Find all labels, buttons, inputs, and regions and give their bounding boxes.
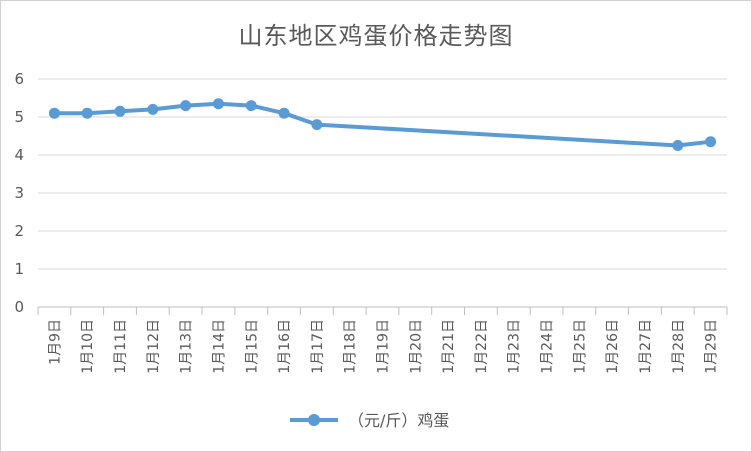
x-tick-label: 1月18日	[343, 319, 359, 374]
x-tick-label: 1月20日	[408, 319, 424, 374]
y-tick-label: 4	[14, 146, 24, 164]
x-tick-label: 1月28日	[671, 319, 687, 374]
x-tick-label: 1月29日	[704, 319, 720, 374]
data-point	[48, 107, 60, 119]
data-point	[114, 105, 126, 117]
legend-marker	[308, 414, 320, 426]
data-point	[147, 103, 159, 115]
y-tick-label: 1	[14, 260, 24, 278]
data-point	[311, 119, 323, 131]
x-tick-label: 1月11日	[113, 319, 129, 374]
series-layer	[48, 98, 717, 151]
data-point	[705, 136, 717, 148]
y-tick-label: 6	[14, 70, 24, 88]
x-tick-label: 1月27日	[638, 319, 654, 374]
x-tick-label: 1月17日	[310, 319, 326, 374]
data-point	[81, 107, 93, 119]
x-tick-label: 1月15日	[244, 319, 260, 374]
x-tick-label: 1月26日	[605, 319, 621, 374]
legend: （元/斤）鸡蛋	[290, 411, 449, 430]
x-tick-label: 1月24日	[540, 319, 556, 374]
data-point	[180, 100, 192, 112]
legend-label: （元/斤）鸡蛋	[348, 411, 449, 430]
data-point	[278, 107, 290, 119]
y-tick-label: 3	[14, 184, 24, 202]
y-tick-label: 2	[14, 222, 24, 240]
x-tick-label: 1月25日	[572, 319, 588, 374]
x-tick-label: 1月19日	[376, 319, 392, 374]
x-tick-label: 1月22日	[474, 319, 490, 374]
x-tick-label: 1月9日	[47, 319, 63, 365]
y-tick-labels: 0 1 2 3 4 5 6	[14, 70, 24, 316]
x-tick-labels: 1月9日 1月10日 1月11日 1月12日 1月13日 1月14日 1月15日 1月16日 1…	[47, 319, 719, 374]
x-tick-label: 1月10日	[80, 319, 96, 374]
x-tick-label: 1月21日	[441, 319, 457, 374]
y-tick-label: 5	[14, 108, 24, 126]
data-point	[672, 140, 684, 151]
y-tick-label: 0	[14, 298, 24, 316]
x-tick-label: 1月23日	[507, 319, 523, 374]
x-tick-label: 1月16日	[277, 319, 293, 374]
data-point	[245, 100, 257, 112]
chart-title: 山东地区鸡蛋价格走势图	[238, 22, 514, 50]
data-point	[212, 98, 224, 110]
x-tick-label: 1月13日	[179, 319, 195, 374]
gridlines	[37, 78, 728, 315]
x-tick-label: 1月14日	[211, 319, 227, 374]
x-tick-label: 1月12日	[146, 319, 162, 374]
